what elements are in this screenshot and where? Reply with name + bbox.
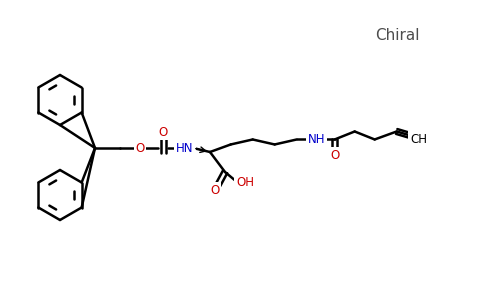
Text: HN: HN: [176, 142, 194, 154]
Text: Chiral: Chiral: [375, 28, 419, 44]
Text: O: O: [330, 149, 339, 162]
Text: O: O: [158, 125, 167, 139]
Text: OH: OH: [236, 176, 254, 188]
Text: NH: NH: [308, 133, 325, 146]
Text: O: O: [136, 142, 145, 154]
Text: O: O: [211, 184, 220, 196]
Text: CH: CH: [410, 133, 427, 146]
